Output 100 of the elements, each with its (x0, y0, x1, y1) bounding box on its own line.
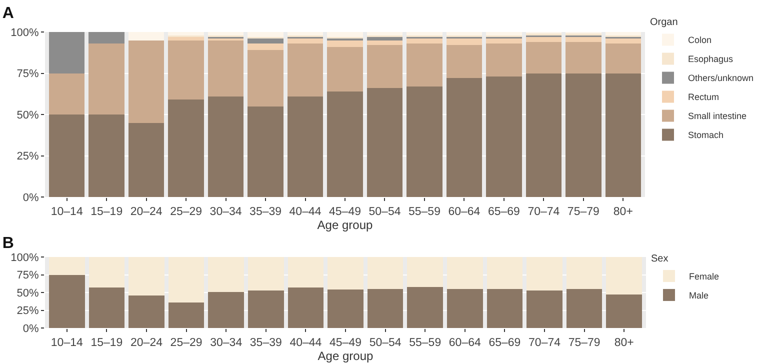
x-tick-label: 60–64 (448, 206, 481, 218)
x-tick-label: 70–74 (528, 206, 560, 218)
bar (605, 44, 642, 74)
x-tick-label: 65–69 (488, 206, 520, 218)
bar (288, 288, 324, 328)
x-tick-label: 40–44 (290, 336, 322, 349)
bar (248, 290, 284, 328)
bar (486, 257, 523, 289)
bar (526, 73, 562, 197)
y-tick-label: 25% (16, 150, 40, 163)
bar (486, 76, 522, 197)
y-tick-label: 0% (22, 192, 40, 204)
bar (566, 36, 602, 42)
bar (605, 73, 642, 197)
legend-label: Rectum (688, 92, 720, 102)
chart-title: B (2, 235, 14, 252)
bar (327, 91, 363, 197)
bar (208, 32, 244, 36)
x-tick-label: 75–79 (568, 336, 600, 349)
bar (287, 38, 324, 44)
y-tick-label: 50% (16, 287, 40, 300)
x-tick-label: 65–69 (488, 336, 521, 349)
bar (248, 44, 284, 50)
bar (327, 40, 363, 47)
bar (566, 42, 602, 74)
bar (606, 294, 642, 328)
x-tick-label: 15–19 (90, 336, 123, 349)
x-tick-label: 10–14 (50, 206, 84, 218)
bar (605, 38, 642, 44)
x-tick-label: 45–49 (329, 206, 361, 218)
x-tick-label: 55–59 (409, 336, 442, 349)
bar (606, 257, 642, 295)
bar (248, 257, 284, 290)
bar (407, 257, 444, 287)
bar (128, 257, 164, 296)
x-tick-label: 30–34 (210, 336, 243, 349)
bar (48, 114, 85, 197)
bar (366, 32, 403, 36)
bar (248, 38, 284, 44)
bar (406, 86, 442, 197)
x-tick-label: 35–39 (250, 206, 282, 218)
bar (446, 45, 482, 78)
bar (128, 32, 164, 40)
x-tick-label: 40–44 (289, 206, 322, 218)
bar (406, 44, 442, 86)
bar (168, 36, 204, 40)
bar (366, 88, 403, 197)
legend-label: Male (689, 290, 709, 300)
bar (446, 38, 482, 46)
bar (168, 302, 204, 328)
bar (406, 32, 442, 36)
bar (366, 36, 403, 40)
bar (48, 274, 85, 328)
x-tick-label: 25–29 (170, 336, 202, 349)
bar (208, 292, 244, 328)
legend-label: Esophagus (688, 54, 734, 64)
x-tick-label: 50–54 (369, 336, 402, 349)
bar (486, 44, 522, 77)
bar (128, 122, 164, 197)
bar (128, 40, 164, 123)
bar (248, 32, 284, 37)
bar (168, 32, 204, 36)
x-tick-label: 10–14 (50, 336, 84, 349)
legend-label: Small intestine (688, 111, 747, 122)
bar (48, 73, 85, 114)
bar (526, 42, 562, 74)
x-tick-label: 35–39 (250, 336, 282, 349)
x-tick-label: 20–24 (130, 206, 163, 218)
bar (566, 73, 602, 197)
bar (446, 257, 483, 289)
x-tick-label: 80+ (614, 336, 634, 349)
y-tick-label: 50% (16, 109, 40, 122)
bar (208, 257, 244, 292)
bar (88, 44, 124, 114)
bar (88, 257, 125, 288)
bar (208, 96, 244, 197)
bar (327, 46, 363, 92)
bar (88, 114, 124, 197)
x-axis-title: Age group (317, 218, 374, 232)
x-tick-label: 20–24 (130, 336, 164, 349)
x-tick-label: 70–74 (528, 336, 562, 349)
bar (128, 295, 164, 328)
bar (88, 32, 124, 44)
bar (168, 257, 204, 302)
x-tick-label: 60–64 (448, 336, 482, 349)
bar (566, 288, 602, 328)
legend-title: Organ (650, 17, 678, 28)
bar (605, 32, 642, 36)
bar (328, 290, 364, 328)
bar (287, 96, 324, 197)
bar (407, 286, 444, 328)
x-tick-label: 50–54 (368, 206, 402, 218)
x-tick-label: 45–49 (330, 336, 362, 349)
bar (288, 257, 324, 288)
bar (486, 288, 523, 328)
bar (367, 288, 404, 328)
x-tick-label: 75–79 (567, 206, 600, 218)
bar (486, 38, 522, 44)
bar (366, 40, 403, 46)
y-tick-label: 100% (10, 252, 40, 264)
